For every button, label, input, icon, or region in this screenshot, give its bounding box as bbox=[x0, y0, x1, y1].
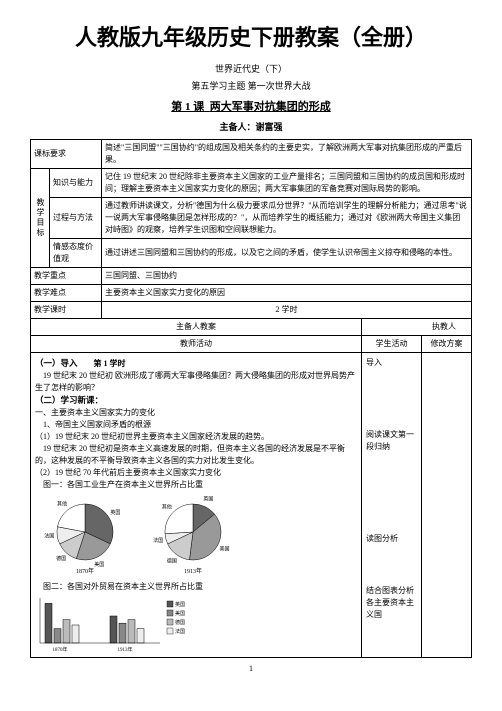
main-title: 人教版九年级历史下册教案（全册） bbox=[30, 20, 472, 52]
student-s3: 读图分析 bbox=[366, 533, 417, 545]
student-activity-cell: 导入 阅读课文第一段归纳 读图分析 结合图表分析各主要资本主义国 bbox=[362, 353, 422, 658]
row-zhishi-text: 记住 19 世纪末 20 世纪除非主要资本主义国家的工业产量排名；三国同盟和三国… bbox=[102, 169, 472, 198]
chart2-label: 图二：各国对外贸易在资本主义世界所占比重 bbox=[35, 581, 357, 593]
svg-text:英国: 英国 bbox=[175, 601, 185, 608]
vert-jiaoxue: 教学目标 bbox=[31, 169, 50, 268]
row-qinggan-text: 通过讲述三国同盟和三国协约的形成，以及它之间的矛盾，使学生认识帝国主义掠夺和侵略… bbox=[102, 239, 472, 268]
svg-text:美国: 美国 bbox=[220, 545, 230, 552]
item1-1: 1、帝国主义国家间矛盾的根源 bbox=[35, 419, 357, 431]
modify-cell bbox=[422, 353, 472, 658]
sec1-title: （一）导入 bbox=[35, 358, 78, 368]
svg-text:德国: 德国 bbox=[56, 555, 66, 562]
content-cell: （一）导入 第 1 学时 19 世纪末 20 世纪初 欧洲形成了哪两大军事侵略集… bbox=[31, 353, 362, 658]
row-qinggan-label: 情感态度价值观 bbox=[50, 239, 102, 268]
row-nandian-label: 教学难点 bbox=[31, 285, 102, 302]
row-keshi-label: 教学课时 bbox=[31, 302, 102, 319]
presenter-name: 谢富强 bbox=[256, 122, 283, 132]
svg-text:1913年: 1913年 bbox=[117, 646, 132, 653]
row-nandian-text: 主要资本主义国家实力变化的原因 bbox=[102, 285, 472, 302]
row-kebiao-text: 简述"三国同盟""三国协约"的组成国及相关条约的主要史实，了解欧洲两大军事对抗集… bbox=[102, 140, 472, 169]
svg-text:法国: 法国 bbox=[153, 537, 163, 544]
pie-charts-row: 英国美国德国法国其他1870年 英国美国德国法国其他1913年 bbox=[35, 495, 357, 577]
header-zhubeiren: 主备人教案 bbox=[31, 319, 362, 336]
header-xiugai: 修改方案 bbox=[422, 336, 472, 353]
svg-text:美国: 美国 bbox=[94, 561, 104, 568]
svg-text:德国: 德国 bbox=[167, 557, 177, 564]
row-guocheng-label: 过程与方法 bbox=[50, 198, 102, 239]
svg-text:法国: 法国 bbox=[175, 628, 185, 635]
svg-text:1870年: 1870年 bbox=[76, 567, 94, 575]
sec1-sub: 第 1 学时 bbox=[94, 359, 126, 368]
item1-1-text: 19 世纪末 20 世纪初是资本主义高速发展的时期，但资本主义各国的经济发展是不… bbox=[35, 443, 357, 467]
svg-text:法国: 法国 bbox=[44, 532, 54, 539]
subtitle-2: 第五学习主题 第一次世界大战 bbox=[30, 79, 472, 92]
chart1-label: 图一：各国工业生产在资本主义世界所占比重 bbox=[35, 479, 357, 491]
svg-text:1913年: 1913年 bbox=[184, 567, 202, 575]
sec2-title: （二）学习新课： bbox=[35, 394, 357, 407]
lesson-name: 两大军事对抗集团的形成 bbox=[210, 101, 331, 113]
row-zhongdian-label: 教学重点 bbox=[31, 268, 102, 285]
lesson-plan-table: 课标要求 简述"三国同盟""三国协约"的组成国及相关条约的主要史实，了解欧洲两大… bbox=[30, 139, 472, 658]
svg-text:其他: 其他 bbox=[162, 503, 172, 510]
item1-1-2: （2）19 世纪 70 年代前后主要资本主义国家实力变化 bbox=[35, 467, 357, 479]
item1-1-1: （1）19 世纪末 20 世纪初世界主要资本主义国家经济发展的趋势。 bbox=[35, 431, 357, 443]
svg-text:其他: 其他 bbox=[57, 500, 67, 507]
item1: 一、主要资本主义国家实力的变化 bbox=[35, 407, 357, 419]
presenter-line: 主备人：谢富强 bbox=[30, 120, 472, 133]
svg-text:1870年: 1870年 bbox=[52, 646, 67, 653]
pie-chart-1: 英国美国 德国 法国 其他 1870年 bbox=[35, 495, 135, 577]
row-guocheng-text: 通过教师讲读课文，分析"德国为什么极力要求瓜分世界？"从而培训学生的理解分析能力… bbox=[102, 198, 472, 239]
lesson-title: 第 1 课 两大军事对抗集团的形成 bbox=[30, 98, 472, 114]
bar-chart: 1870年 1913年 英国美国德国法国 bbox=[35, 593, 357, 653]
svg-text:英国: 英国 bbox=[203, 495, 213, 502]
sec1-text: 19 世纪末 20 世纪初 欧洲形成了哪两大军事侵略集团？两大侵略集团的形成对世… bbox=[35, 370, 357, 394]
subtitle-1: 世界近代史（下） bbox=[30, 62, 472, 75]
student-s2: 阅读课文第一段归纳 bbox=[366, 429, 417, 453]
page-number: 1 bbox=[30, 664, 472, 673]
student-s4: 结合图表分析各主要资本主义国 bbox=[366, 585, 417, 621]
header-zhijiao: 执教人 bbox=[362, 319, 472, 336]
header-xuesheng: 学生活动 bbox=[362, 336, 422, 353]
row-keshi-text: 2 学时 bbox=[102, 302, 472, 319]
row-zhishi-label: 知识与能力 bbox=[50, 169, 102, 198]
pie-chart-2: 英国美国德国 法国 其他 1913年 bbox=[143, 495, 243, 577]
svg-text:德国: 德国 bbox=[175, 619, 185, 626]
header-jiaoshi: 教师活动 bbox=[31, 336, 362, 353]
row-zhongdian-text: 三国同盟、三国协约 bbox=[102, 268, 472, 285]
lesson-prefix: 第 1 课 bbox=[171, 101, 204, 113]
row-kebiao-label: 课标要求 bbox=[31, 140, 102, 169]
student-s1: 导入 bbox=[366, 357, 417, 369]
svg-text:美国: 美国 bbox=[175, 610, 185, 617]
presenter-label: 主备人： bbox=[219, 122, 255, 132]
svg-text:英国: 英国 bbox=[110, 509, 120, 516]
